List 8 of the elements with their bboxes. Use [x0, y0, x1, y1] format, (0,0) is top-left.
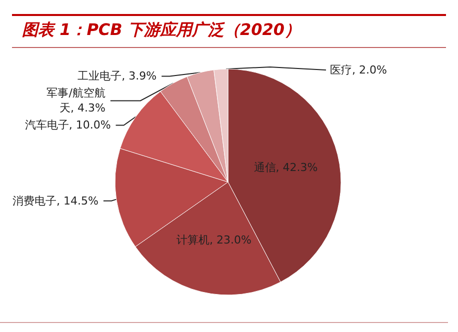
slice-label: 通信, 42.3%: [254, 161, 318, 174]
slice-label: 消费电子, 14.5%: [12, 194, 98, 208]
slice-label: 医疗, 2.0%: [330, 64, 387, 76]
chart-title: 图表 1：PCB 下游应用广泛（2020）: [12, 14, 446, 48]
slice-label: 计算机, 23.0%: [176, 233, 252, 246]
slice-label: 汽车电子, 10.0%: [24, 118, 111, 132]
slice-label: 工业电子, 3.9%: [78, 70, 157, 83]
slice-label: 军事/航空航天, 4.3%: [46, 86, 106, 115]
